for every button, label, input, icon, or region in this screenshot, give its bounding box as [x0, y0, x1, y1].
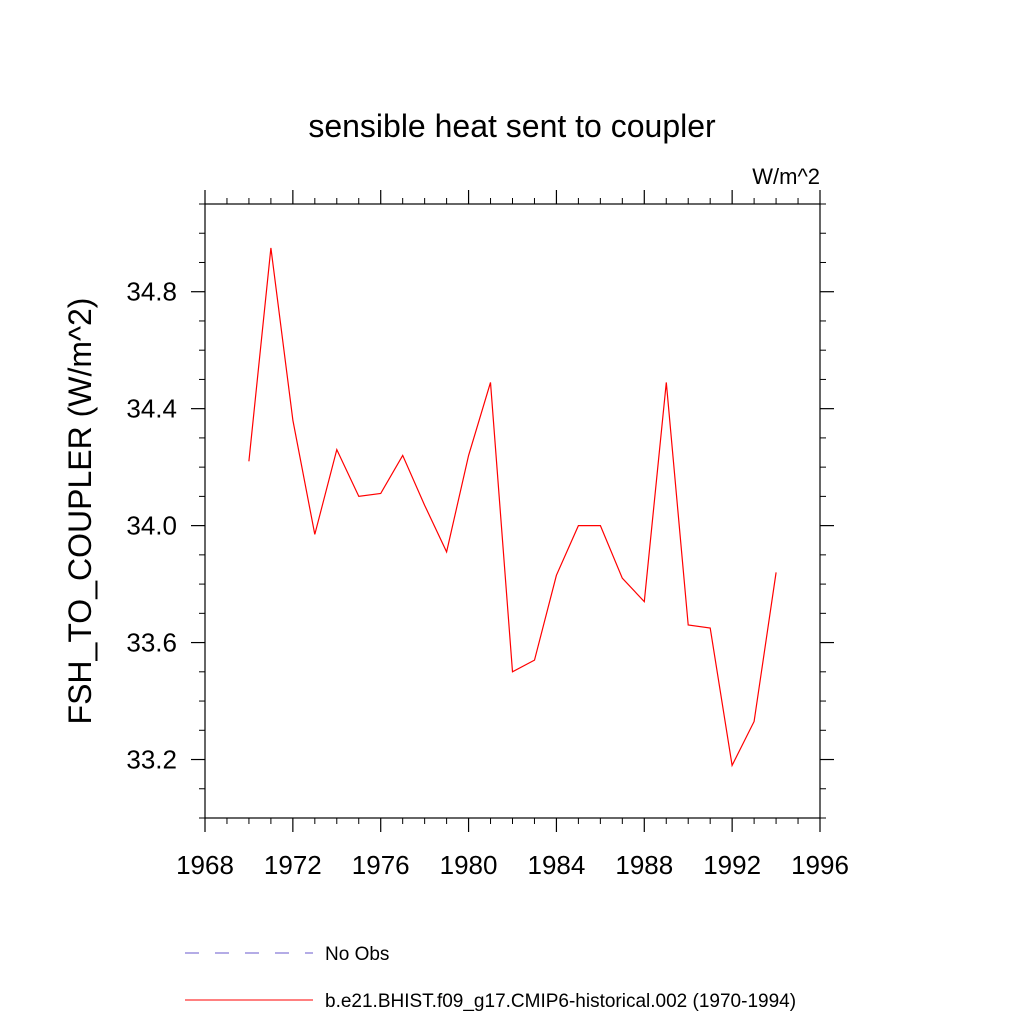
x-tick-label: 1968	[176, 850, 234, 880]
series-layer	[248, 247, 777, 768]
legend-label: b.e21.BHIST.f09_g17.CMIP6-historical.002…	[325, 991, 796, 1012]
x-tick-label: 1992	[703, 850, 761, 880]
series-line	[248, 247, 777, 768]
axis-ticks: 1968 1972 1976 1980 1984 1988 1992 1996 33.2 33.6…	[126, 190, 849, 880]
units-label: W/m^2	[752, 164, 820, 189]
x-tick-label: 1972	[264, 850, 322, 880]
x-tick-label: 1980	[440, 850, 498, 880]
legend: No Obs b.e21.BHIST.f09_g17.CMIP6-historic…	[185, 944, 796, 1012]
y-axis-label: FSH_TO_COUPLER (W/m^2)	[62, 298, 98, 725]
y-tick-label: 33.2	[126, 745, 177, 775]
plot-frame	[204, 203, 821, 819]
y-tick-label: 34.4	[126, 394, 177, 424]
x-tick-label: 1984	[528, 850, 586, 880]
y-tick-label: 33.6	[126, 628, 177, 658]
y-tick-label: 34.0	[126, 511, 177, 541]
y-tick-label: 34.8	[126, 277, 177, 307]
x-tick-label: 1988	[615, 850, 673, 880]
x-tick-label: 1976	[352, 850, 410, 880]
x-tick-label: 1996	[791, 850, 849, 880]
chart-title: sensible heat sent to coupler	[308, 108, 716, 144]
legend-label: No Obs	[325, 944, 389, 965]
